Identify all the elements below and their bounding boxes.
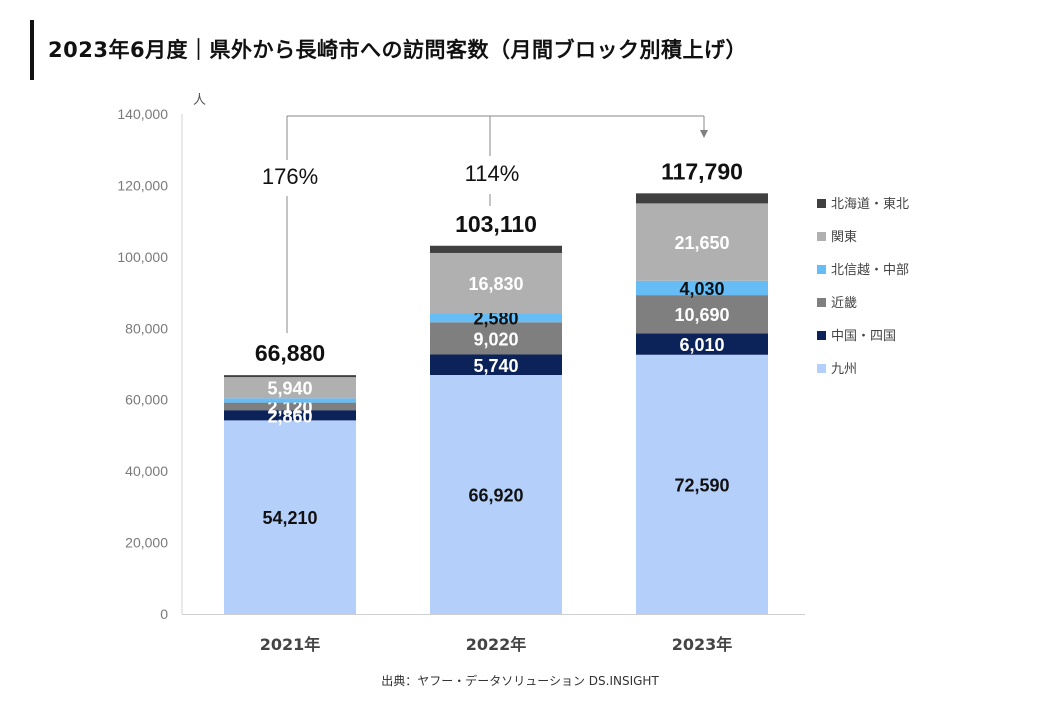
bar-segment — [430, 252, 562, 314]
y-tick-label: 20,000 — [125, 535, 168, 551]
bar-segment — [636, 333, 768, 355]
legend-swatch — [817, 265, 826, 274]
legend-swatch — [817, 331, 826, 340]
bar-segment — [430, 313, 562, 323]
y-tick-label: 100,000 — [117, 249, 168, 265]
y-tick-label: 60,000 — [125, 392, 168, 408]
data-label: 2,860 — [267, 406, 312, 426]
y-tick-label: 120,000 — [117, 177, 168, 193]
total-label: 117,790 — [661, 158, 743, 184]
bar-segment — [636, 203, 768, 281]
bar-segment — [224, 420, 356, 614]
data-label: 66,920 — [468, 486, 523, 506]
legend-swatch — [817, 199, 826, 208]
legend-label: 関東 — [831, 229, 857, 245]
total-label: 66,880 — [255, 340, 325, 366]
legend-label: 北海道・東北 — [831, 196, 909, 212]
x-tick-label: 2023年 — [672, 635, 733, 654]
bar-segment — [224, 402, 356, 411]
y-tick-label: 80,000 — [125, 320, 168, 336]
data-label: 21,650 — [674, 233, 729, 253]
bar-segment — [430, 245, 562, 253]
source-note: 出典：ヤフー・データソリューション DS.INSIGHT — [381, 674, 659, 688]
data-label: 6,010 — [679, 335, 724, 355]
y-tick-label: 0 — [160, 606, 168, 622]
bar-segment — [224, 410, 356, 421]
bar-segment — [636, 295, 768, 334]
data-label: 2,580 — [473, 309, 518, 329]
legend-swatch — [817, 364, 826, 373]
y-tick-label: 40,000 — [125, 463, 168, 479]
legend-label: 北信越・中部 — [831, 263, 909, 278]
data-label: 54,210 — [262, 508, 317, 528]
bar-segment — [430, 375, 562, 614]
y-axis-unit-label: 人 — [193, 93, 206, 108]
bar-segment — [430, 322, 562, 355]
legend-label: 近畿 — [831, 296, 857, 311]
data-label: 5,740 — [473, 356, 518, 376]
bar-segment — [636, 193, 768, 204]
total-label: 103,110 — [455, 211, 537, 237]
growth-label-2022: 114% — [465, 161, 520, 186]
chart-title: 2023年6月度｜県外から長崎市への訪問客数（月間ブロック別積上げ） — [48, 38, 748, 62]
data-label: 16,830 — [468, 274, 523, 294]
x-tick-label: 2021年 — [260, 635, 321, 654]
data-label: 4,030 — [679, 279, 724, 299]
bar-segment — [636, 280, 768, 296]
data-label: 10,690 — [674, 305, 729, 325]
bar-segment — [430, 354, 562, 375]
legend-swatch — [817, 232, 826, 241]
title-accent-bar — [30, 20, 34, 80]
data-label: 72,590 — [674, 475, 729, 495]
bar-segment — [224, 398, 356, 403]
data-label: 5,940 — [267, 379, 312, 399]
x-tick-label: 2022年 — [466, 635, 527, 654]
legend-label: 中国・四国 — [831, 329, 896, 344]
legend-swatch — [817, 298, 826, 307]
growth-label-2021: 176% — [262, 164, 318, 189]
bar-segment — [636, 354, 768, 614]
bar-segment — [224, 375, 356, 378]
legend-label: 九州 — [831, 362, 857, 377]
data-label: 9,020 — [473, 329, 518, 349]
y-tick-label: 140,000 — [117, 106, 168, 122]
bar-segment — [224, 377, 356, 399]
